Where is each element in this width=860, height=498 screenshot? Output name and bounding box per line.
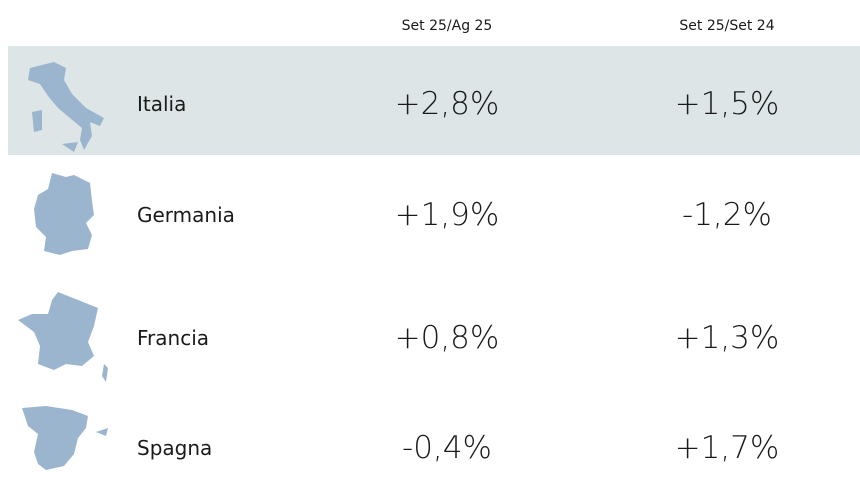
map-germany	[34, 173, 94, 255]
map-france	[18, 292, 108, 382]
country-name: Spagna	[137, 436, 213, 460]
country-name: Germania	[137, 203, 235, 227]
map-spain	[22, 406, 108, 470]
row: Italia +2,8% +1,5%	[0, 54, 860, 154]
value: +1,9%	[394, 197, 500, 233]
row: Germania +1,9% -1,2%	[0, 165, 860, 265]
row: Spagna -0,4% +1,7%	[0, 398, 860, 498]
value: -0,4%	[402, 430, 492, 466]
column-header: Set 25/Set 24	[679, 18, 775, 34]
page: Set 25/Ag 25 Set 25/Set 24 Italia +2,8% …	[0, 18, 860, 470]
country-name: Francia	[137, 326, 210, 350]
row: Francia +0,8% +1,3%	[0, 288, 860, 388]
value: +1,3%	[674, 320, 780, 356]
column-header: Set 25/Ag 25	[401, 18, 493, 34]
value: +0,8%	[394, 320, 500, 356]
value: -1,2%	[682, 197, 772, 233]
country-name: Italia	[137, 92, 187, 116]
value: +1,5%	[674, 86, 780, 122]
map-italy	[28, 62, 104, 152]
highlight-band	[8, 46, 860, 155]
value: +2,8%	[394, 86, 500, 122]
value: +1,7%	[674, 430, 780, 466]
